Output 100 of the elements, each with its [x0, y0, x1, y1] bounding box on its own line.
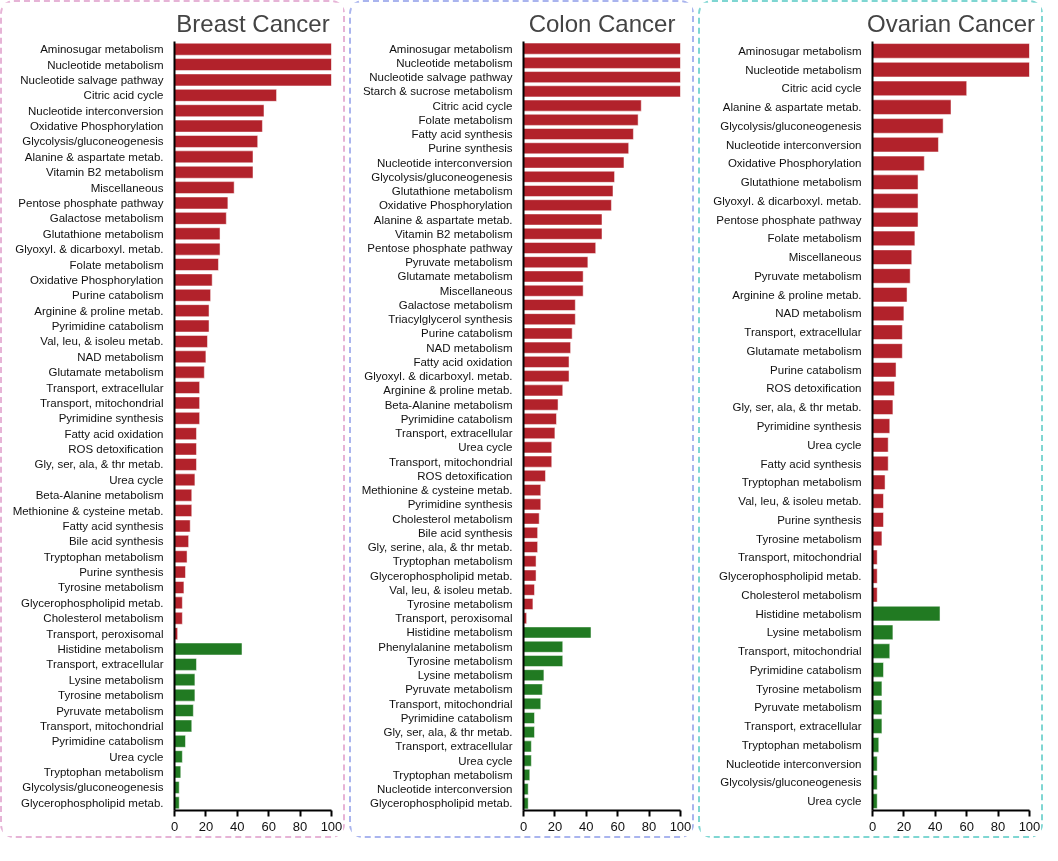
y-tick-label: Purine synthesis	[428, 142, 513, 155]
y-tick-label: Pyruvate metabolism	[405, 683, 513, 696]
y-tick-label: Cholesterol metabolism	[741, 588, 862, 601]
y-tick-label: Triacylglycerol synthesis	[388, 313, 513, 326]
y-tick-label: Bile acid synthesis	[68, 535, 164, 548]
x-tick-label: 80	[641, 818, 657, 834]
y-tick-label: Glycolysis/gluconeogenesis	[720, 776, 862, 789]
y-tick-label: Nucleotide metabolism	[396, 56, 513, 69]
y-tick-label: Vitamin B2 metabolism	[46, 166, 164, 179]
y-tick-label: Transport, extracellular	[395, 427, 513, 440]
y-tick-label: Purine catabolism	[72, 289, 164, 302]
x-tick-label: 20	[547, 818, 563, 834]
y-tick-label: Pentose phosphate pathway	[367, 241, 513, 254]
x-tick-label: 40	[928, 818, 943, 834]
y-tick-label: Pyrimidine catabolism	[51, 320, 164, 333]
y-tick-label: NAD metabolism	[77, 350, 164, 363]
y-tick-label: Pyrimidine synthesis	[58, 412, 164, 425]
y-tick-label: Transport, extracellular	[395, 740, 513, 753]
y-tick-label: Folate metabolism	[767, 232, 862, 245]
x-tick-label: 0	[519, 818, 528, 834]
y-tick-label: Purine synthesis	[79, 566, 164, 579]
y-tick-label: Transport, mitochondrial	[39, 396, 164, 409]
x-tick-label: 0	[170, 818, 179, 834]
x-tick-label: 80	[990, 818, 1006, 834]
y-tick-label: Glutathione metabolism	[42, 227, 164, 240]
y-tick-label: Lysine metabolism	[766, 626, 862, 639]
y-tick-label: Tryptophan metabolism	[741, 738, 862, 751]
y-tick-label: Nucleotide interconversion	[27, 104, 164, 117]
y-tick-label: Glycolysis/gluconeogenesis	[371, 170, 513, 183]
y-tick-label: ROS detoxification	[766, 382, 862, 395]
y-tick-label: Citric acid cycle	[432, 99, 513, 112]
y-tick-label: Glutamate metabolism	[48, 366, 164, 379]
y-tick-label: Folate metabolism	[69, 258, 164, 271]
x-tick-label: 100	[1018, 818, 1041, 834]
y-tick-label: Glutamate metabolism	[746, 344, 862, 357]
y-tick-label: Transport, mitochondrial	[737, 551, 862, 564]
y-tick-label: Beta-Alanine metabolism	[384, 398, 513, 411]
y-tick-label: Tyrosine metabolism	[756, 532, 862, 545]
y-tick-label: Urea cycle	[458, 441, 513, 454]
y-tick-label: Pentose phosphate pathway	[18, 196, 164, 209]
y-tick-label: Tyrosine metabolism	[407, 654, 513, 667]
y-tick-label: Nucleotide interconversion	[725, 138, 862, 151]
y-tick-label: Pyruvate metabolism	[754, 701, 862, 714]
y-tick-label: Galactose metabolism	[398, 298, 513, 311]
y-tick-label: Transport, mitochondrial	[388, 697, 513, 710]
y-tick-label: Aminosugar metabolism	[389, 42, 513, 55]
y-tick-label: Tryptophan metabolism	[741, 476, 862, 489]
y-tick-label: Urea cycle	[458, 754, 513, 767]
y-tick-label: Purine catabolism	[421, 327, 513, 340]
y-tick-label: Nucleotide metabolism	[47, 58, 164, 71]
y-tick-label: Citric acid cycle	[83, 89, 164, 102]
x-tick-label: 60	[610, 818, 625, 834]
x-tick-label: 100	[320, 818, 343, 834]
y-tick-label: Aminosugar metabolism	[40, 43, 164, 56]
y-tick-label: Fatty acid synthesis	[411, 128, 513, 141]
y-tick-label: Transport, mitochondrial	[388, 455, 513, 468]
y-tick-label: Glutathione metabolism	[740, 176, 862, 189]
y-tick-label: Urea cycle	[807, 795, 862, 808]
y-tick-label: Tryptophan metabolism	[43, 766, 164, 779]
y-tick-label: Nucleotide metabolism	[745, 63, 862, 76]
y-tick-label: Glyoxyl. & dicarboxyl. metab.	[15, 243, 164, 256]
x-tick-label: 40	[579, 818, 594, 834]
x-tick-label: 60	[959, 818, 974, 834]
y-tick-label: Transport, peroxisomal	[395, 612, 513, 625]
y-tick-label: NAD metabolism	[775, 307, 862, 320]
y-tick-label: Pyrimidine catabolism	[400, 412, 513, 425]
y-tick-label: Galactose metabolism	[49, 212, 164, 225]
y-tick-label: ROS detoxification	[417, 469, 513, 482]
y-tick-label: Glutathione metabolism	[391, 185, 513, 198]
y-tick-label: Fatty acid oxidation	[64, 427, 164, 440]
y-tick-label: Miscellaneous	[788, 251, 862, 264]
y-tick-label: Val, leu, & isoleu metab.	[40, 335, 164, 348]
y-tick-label: Gly, ser, ala, & thr metab.	[383, 726, 513, 739]
x-tick-label: 60	[261, 818, 276, 834]
y-tick-label: Tyrosine metabolism	[58, 689, 164, 702]
y-tick-label: Cholesterol metabolism	[392, 512, 513, 525]
y-tick-label: Miscellaneous	[90, 181, 164, 194]
y-tick-label: Val, leu, & isoleu metab.	[389, 583, 513, 596]
y-tick-label: Tyrosine metabolism	[407, 598, 513, 611]
y-tick-label: Fatty acid synthesis	[760, 457, 862, 470]
y-tick-label: Purine catabolism	[770, 363, 862, 376]
y-tick-label: Urea cycle	[807, 438, 862, 451]
y-tick-label: Nucleotide interconversion	[725, 757, 862, 770]
y-tick-label: Pyrimidine synthesis	[756, 420, 862, 432]
y-tick-label: Nucleotide interconversion	[376, 156, 513, 169]
y-tick-label: Nucleotide salvage pathway	[369, 71, 513, 84]
y-tick-label: Pyruvate metabolism	[405, 256, 513, 269]
y-tick-label: Nucleotide salvage pathway	[20, 73, 164, 86]
y-tick-label: Glycolysis/gluconeogenesis	[720, 119, 862, 132]
y-tick-label: Lysine metabolism	[417, 669, 513, 682]
y-tick-label: Oxidative Phosphorylation	[378, 199, 513, 212]
y-tick-label: Fatty acid oxidation	[413, 355, 513, 368]
y-tick-label: Purine synthesis	[777, 513, 862, 526]
y-tick-label: NAD metabolism	[426, 341, 513, 354]
y-tick-label: Citric acid cycle	[781, 82, 862, 95]
y-tick-label: Transport, peroxisomal	[46, 627, 164, 640]
y-tick-label: Pentose phosphate pathway	[716, 213, 862, 226]
y-tick-label: Methionine & cysteine metab.	[12, 504, 164, 517]
y-tick-label: Histidine metabolism	[57, 643, 164, 656]
y-tick-label: Gly, serine, ala, & thr metab.	[367, 541, 513, 554]
